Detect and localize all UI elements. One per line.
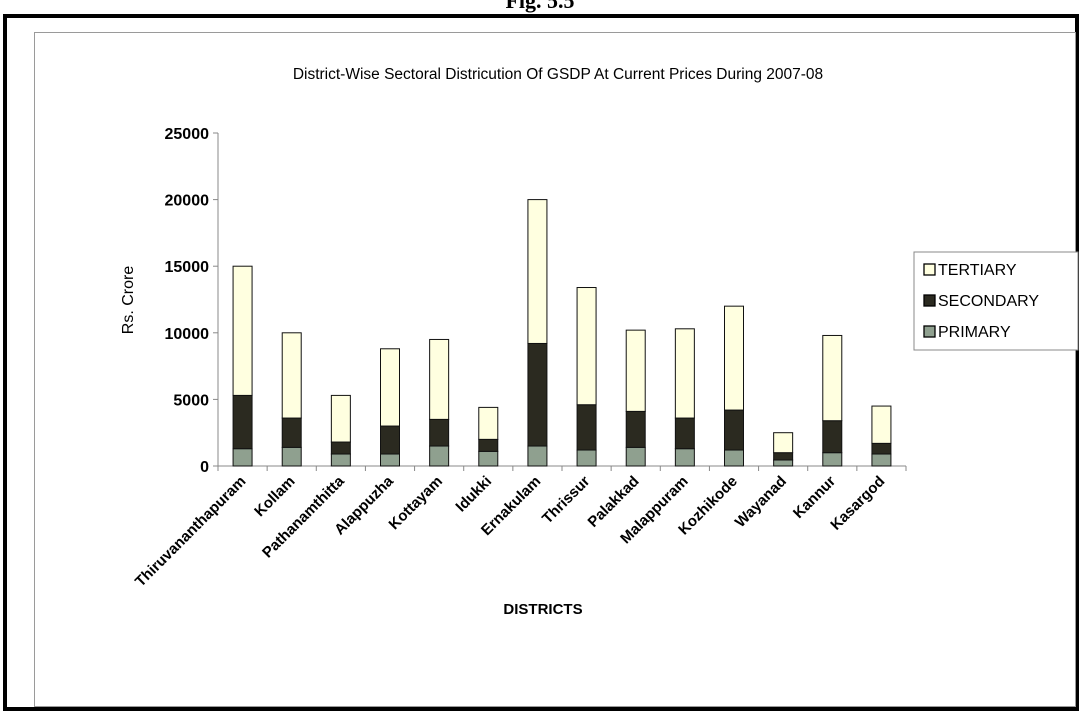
bar-primary <box>330 453 351 467</box>
figure-caption: Fig. 5.5 <box>505 0 575 13</box>
bar-tertiary <box>871 405 892 444</box>
y-tick-label: 25000 <box>165 126 210 143</box>
bar-primary <box>380 453 400 467</box>
y-axis-label: Rs. Crore <box>120 266 137 335</box>
bar-primary <box>429 445 450 467</box>
bar-secondary <box>330 441 351 455</box>
x-tick-label: Kollam <box>251 473 298 520</box>
bar-secondary <box>232 394 253 450</box>
y-tick-label: 15000 <box>165 259 210 276</box>
bar-primary <box>822 452 843 467</box>
bar-secondary <box>281 417 302 448</box>
bar-primary <box>576 449 597 467</box>
bar-secondary <box>429 418 450 447</box>
bar-primary <box>773 459 794 467</box>
bar-primary <box>281 446 302 467</box>
y-tick-label: 0 <box>200 459 209 476</box>
x-tick-label: Idukki <box>452 473 495 516</box>
bar-tertiary <box>429 338 450 420</box>
bar-tertiary <box>281 332 302 419</box>
x-tick-label: Kottayam <box>386 473 446 533</box>
bar-primary <box>871 453 892 467</box>
chart-title: District-Wise Sectoral Districution Of G… <box>293 66 823 83</box>
x-axis-label: DISTRICTS <box>503 601 582 618</box>
bar-secondary <box>478 438 499 452</box>
legend-swatch-primary <box>923 325 936 338</box>
bar-primary <box>527 445 548 467</box>
bar-primary <box>674 448 695 467</box>
bars-group: Thiruvananthapuram KollamPathanamthittaAl… <box>132 199 892 591</box>
bar-tertiary <box>330 394 351 443</box>
legend-label-primary: PRIMARY <box>938 324 1011 341</box>
x-tick-label: Wayanad <box>732 473 790 531</box>
bar-secondary <box>380 425 400 455</box>
bar-secondary <box>527 342 548 447</box>
legend-swatch-secondary <box>923 294 936 307</box>
legend-box <box>913 251 1079 351</box>
x-tick-label: Kannur <box>790 473 839 522</box>
bar-secondary <box>724 409 744 451</box>
outer-frame <box>3 14 1079 711</box>
bar-secondary <box>625 410 646 448</box>
bar-tertiary <box>724 305 744 411</box>
bar-tertiary <box>625 329 646 412</box>
legend-swatch-tertiary <box>923 263 936 276</box>
bar-tertiary <box>232 265 253 396</box>
bar-primary <box>478 450 499 467</box>
bar-tertiary <box>576 287 597 406</box>
bar-secondary <box>871 442 892 455</box>
bar-primary <box>232 448 253 467</box>
bar-secondary <box>576 404 597 451</box>
x-tick-label: Kasargod <box>827 473 888 534</box>
bar-tertiary <box>674 328 695 419</box>
bar-tertiary <box>822 334 843 422</box>
y-tick-label: 20000 <box>165 193 210 210</box>
x-tick-label: Thiruvananthapuram <box>132 473 250 591</box>
bar-secondary <box>674 417 695 450</box>
bar-tertiary <box>478 406 499 440</box>
bar-secondary <box>773 452 794 461</box>
legend-label-tertiary: TERTIARY <box>938 262 1017 279</box>
bar-secondary <box>822 420 843 454</box>
bar-tertiary <box>527 199 548 344</box>
bar-primary <box>724 449 744 467</box>
y-tick-label: 10000 <box>165 326 210 343</box>
bar-primary <box>625 446 646 467</box>
legend-label-secondary: SECONDARY <box>938 293 1039 310</box>
legend: TERTIARY SECONDARY PRIMARY <box>913 251 1079 351</box>
bar-tertiary <box>380 348 400 427</box>
chart-area-frame <box>34 32 1076 707</box>
y-tick-label: 5000 <box>173 392 209 409</box>
bar-tertiary <box>773 432 794 454</box>
